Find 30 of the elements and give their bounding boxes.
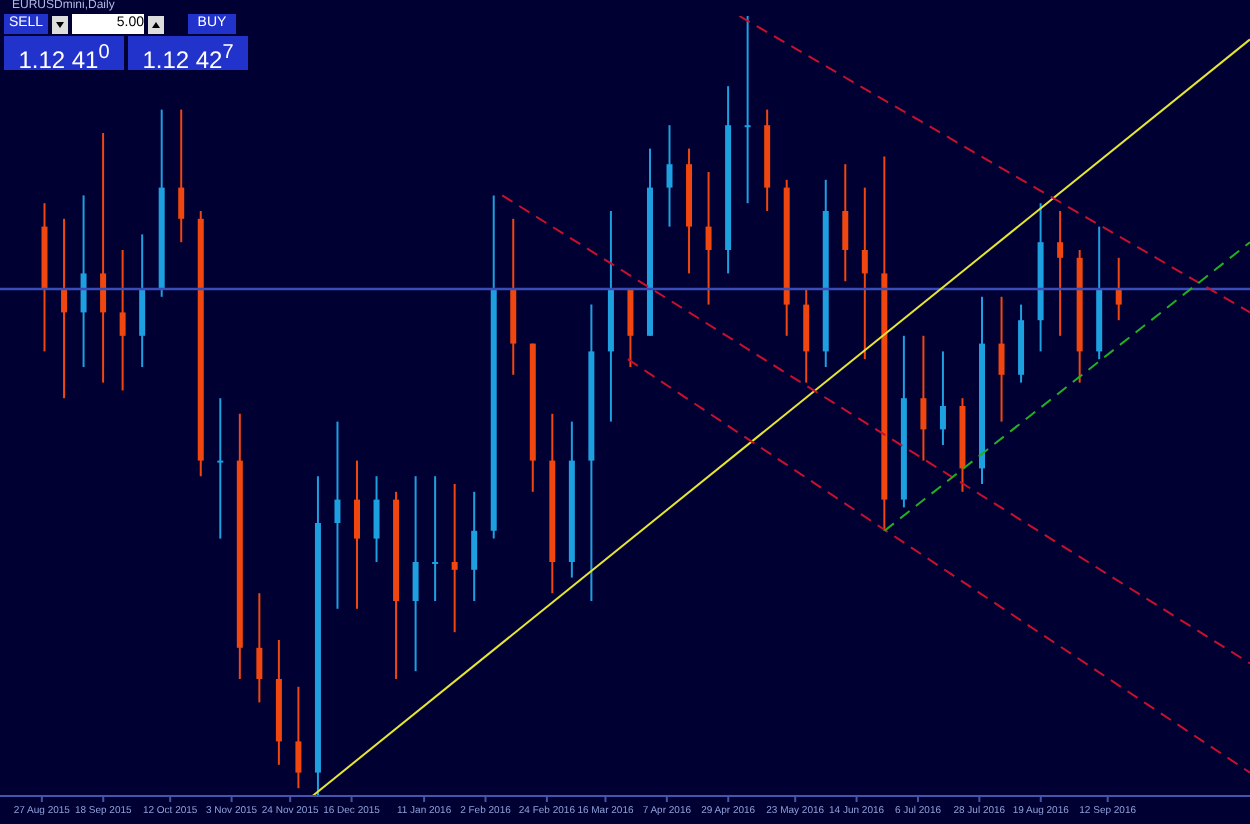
candlestick <box>861 186 868 361</box>
candlestick <box>803 288 810 384</box>
candlestick <box>80 194 87 368</box>
candlestick <box>1057 210 1064 337</box>
candlestick <box>334 420 341 610</box>
candlestick <box>1115 256 1122 322</box>
candlestick <box>471 490 478 602</box>
candlestick <box>744 16 751 205</box>
candlestick <box>412 475 419 673</box>
candlestick <box>295 685 302 790</box>
candlestick <box>373 475 380 563</box>
candlestick <box>100 132 107 384</box>
candlestick <box>705 171 712 306</box>
annotation: 1.12 42$^{7}$ <box>128 36 248 74</box>
candlestick <box>939 350 946 446</box>
candlestick <box>217 397 224 540</box>
candlestick <box>256 592 263 704</box>
candlestick <box>178 108 185 244</box>
candlestick <box>920 334 927 462</box>
candlestick <box>432 475 439 602</box>
annotation: 1.12 41$^{0}$ <box>4 36 124 74</box>
candlestick <box>627 288 634 368</box>
candlestick <box>61 217 68 400</box>
candlestick <box>666 124 673 228</box>
candlestick <box>451 483 458 634</box>
candlestick <box>998 295 1005 423</box>
candlestick <box>354 459 360 610</box>
candlestick <box>119 249 126 392</box>
candlestick <box>842 163 849 283</box>
candlestick <box>139 233 146 368</box>
